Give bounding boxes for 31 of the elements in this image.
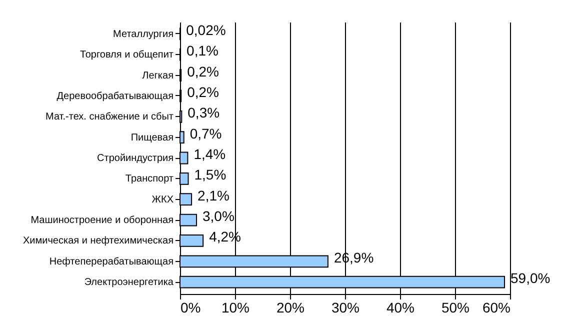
x-tick-label: 50% bbox=[441, 300, 470, 316]
y-tick-label: Металлургия bbox=[113, 28, 174, 40]
x-tick-label: 0% bbox=[180, 300, 201, 316]
data-label: 3,0% bbox=[202, 208, 234, 224]
y-tick-label: Стройиндустрия bbox=[97, 153, 174, 164]
y-tick-label: Электроэнергетика bbox=[84, 277, 174, 288]
y-tick-label: Торговля и общепит bbox=[80, 50, 174, 61]
y-tick-label: Легкая bbox=[142, 70, 174, 82]
x-tick-label: 30% bbox=[331, 300, 360, 316]
x-tick-label: 10% bbox=[221, 300, 250, 316]
data-label: 0,2% bbox=[187, 84, 220, 100]
y-tick-label: Машиностроение и оборонная bbox=[30, 215, 174, 226]
y-tick-label: Нефтеперерабатывающая bbox=[49, 256, 174, 268]
data-label: 0,3% bbox=[188, 104, 220, 121]
x-tick-label: 60% bbox=[482, 300, 510, 316]
y-tick-label: Пищевая bbox=[130, 132, 174, 144]
data-label: 0,1% bbox=[186, 42, 218, 59]
data-label: 59,0% bbox=[510, 270, 550, 286]
x-tick-label: 40% bbox=[386, 300, 415, 316]
data-label: 1,5% bbox=[194, 166, 226, 183]
y-tick-label: Транспорт bbox=[125, 174, 174, 185]
y-tick-label: Химическая и нефтехимическая bbox=[23, 236, 174, 247]
x-tick-label: 20% bbox=[276, 300, 305, 316]
y-tick-label: Мат.-тех. снабжение и сбыт bbox=[46, 112, 174, 123]
data-label: 2,1% bbox=[198, 187, 230, 204]
data-label: 0,02% bbox=[186, 22, 226, 38]
data-label: 0,7% bbox=[190, 125, 222, 142]
data-label: 1,4% bbox=[194, 146, 226, 162]
y-tick-label: Деревообрабатывающая bbox=[56, 90, 174, 102]
data-label: 0,2% bbox=[187, 63, 220, 80]
y-tick-label: ЖКХ bbox=[152, 194, 174, 206]
